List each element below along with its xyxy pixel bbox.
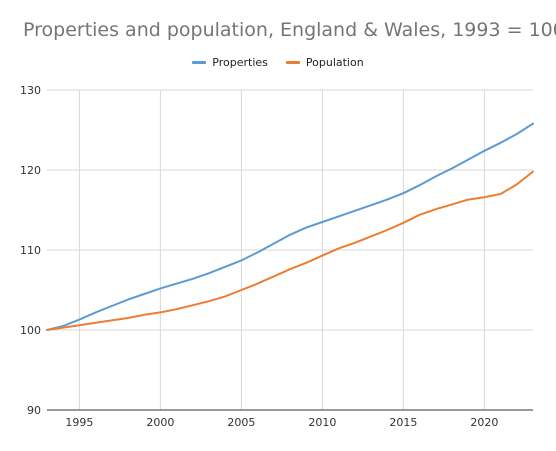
legend-label-properties: Properties [212,56,268,69]
chart-title: Properties and population, England & Wal… [23,19,556,41]
legend: Properties Population [0,56,556,69]
legend-swatch-population [285,61,300,64]
y-tick-label-110: 110 [20,244,41,257]
legend-swatch-properties [192,61,207,64]
legend-label-population: Population [305,56,364,69]
series-line-properties [46,122,534,331]
y-tick-label-130: 130 [20,84,41,97]
x-tick-label-1995: 1995 [65,416,93,429]
x-tick-label-2000: 2000 [146,416,174,429]
series-line-population [46,170,534,331]
legend-item-population: Population [285,56,364,69]
x-tick-label-2005: 2005 [227,416,255,429]
y-tick-label-100: 100 [20,324,41,337]
legend-item-properties: Properties [192,56,268,69]
x-tick-label-2010: 2010 [308,416,336,429]
y-tick-label-120: 120 [20,164,41,177]
y-tick-label-90: 90 [27,404,41,417]
x-tick-label-2020: 2020 [470,416,498,429]
x-tick-label-2015: 2015 [389,416,417,429]
